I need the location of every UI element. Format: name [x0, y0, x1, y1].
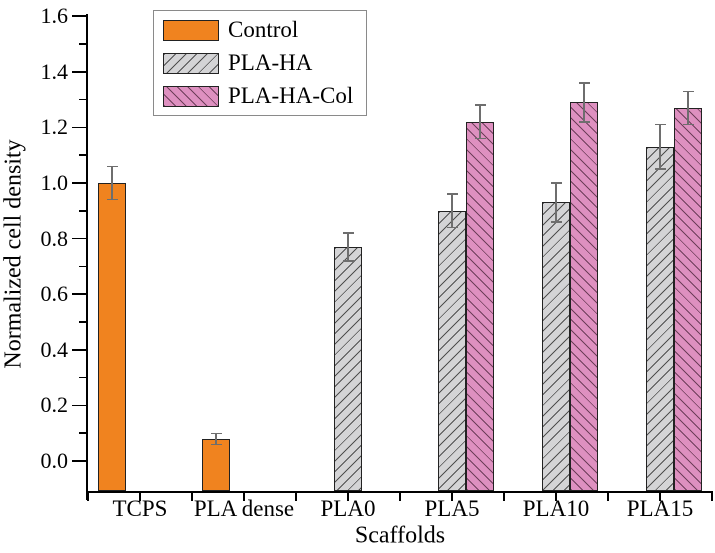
error-bar-cap-bottom-pla-ha-col-pla10	[578, 121, 590, 123]
bar-pla-ha-pla15	[646, 146, 674, 491]
y-major-tick	[72, 460, 86, 462]
error-bar-line-control-tcps	[111, 166, 113, 200]
error-bar-cap-top-pla-ha-pla0	[342, 232, 354, 234]
bar-pla-ha-col-pla10	[570, 102, 598, 491]
error-bar-cap-top-control-tcps	[106, 165, 118, 168]
y-major-tick	[72, 70, 86, 73]
legend-label-pla-ha: PLA-HA	[228, 50, 313, 75]
y-tick-label: 1.6	[40, 3, 69, 29]
error-bar-line-pla-ha-pla10	[555, 183, 557, 222]
error-bar-line-pla-ha-pla5	[451, 194, 453, 228]
x-tick-label: PLA dense	[193, 496, 295, 521]
error-bar-cap-bottom-pla-ha-pla0	[342, 260, 354, 262]
x-tick-label: PLA5	[424, 496, 480, 521]
y-major-tick	[72, 126, 86, 129]
bar-pla-ha-col-pla5	[466, 121, 494, 491]
y-axis-title: Normalized cell density	[0, 139, 27, 369]
error-bar-line-pla-ha-col-pla5	[479, 105, 481, 139]
x-tick	[191, 493, 193, 501]
legend-swatch-pla-ha-col	[163, 85, 219, 107]
bar-pla-ha-pla5	[438, 210, 466, 491]
error-bar-cap-bottom-pla-ha-pla5	[446, 226, 458, 229]
bar-pla-ha-col-pla15	[674, 107, 702, 491]
x-tick	[607, 493, 609, 501]
x-tick	[243, 493, 245, 501]
error-bar-line-pla-ha-pla15	[659, 124, 661, 170]
y-major-tick	[72, 348, 86, 351]
bar-control-tcps	[98, 183, 126, 491]
error-bar-cap-top-pla-ha-pla5	[446, 193, 458, 195]
x-tick	[139, 493, 141, 501]
error-bar-cap-bottom-pla-ha-pla15	[654, 168, 666, 170]
y-major-tick	[72, 237, 86, 240]
y-major-tick	[72, 293, 86, 296]
x-tick	[347, 493, 349, 501]
legend-label-control: Control	[228, 17, 299, 42]
y-tick-label: 0.8	[40, 225, 69, 251]
y-axis-line	[86, 14, 88, 500]
y-major-tick	[72, 404, 86, 407]
error-bar-cap-bottom-pla-ha-col-pla15	[682, 123, 694, 126]
y-tick-label: 0.0	[40, 448, 69, 473]
x-tick	[451, 493, 453, 501]
legend-swatch-pla-ha	[163, 52, 219, 74]
x-tick	[555, 493, 557, 501]
y-tick-label: 0.2	[40, 392, 69, 418]
legend-item-pla-ha: PLA-HA	[163, 51, 357, 75]
error-bar-line-pla-ha-col-pla10	[583, 82, 585, 122]
x-tick	[399, 493, 401, 501]
bar-pla-ha-pla10	[542, 202, 570, 491]
bar-pla-ha-pla0	[334, 246, 362, 491]
error-bar-line-pla-ha-col-pla15	[687, 91, 689, 125]
y-minor-tick	[79, 376, 86, 379]
y-tick-label: 0.4	[40, 336, 69, 362]
legend-item-control: Control	[163, 18, 357, 42]
y-tick-label: 1.0	[40, 170, 69, 195]
x-tick-label: TCPS	[112, 496, 168, 521]
x-tick	[87, 493, 89, 501]
y-major-tick	[72, 15, 86, 18]
error-bar-cap-top-pla-ha-pla10	[550, 182, 562, 184]
x-tick	[659, 493, 661, 501]
x-tick-label: PLA0	[320, 496, 376, 521]
bar-control-pla-dense	[202, 438, 230, 491]
error-bar-cap-top-control-pla-dense	[210, 432, 222, 434]
legend-item-pla-ha-col: PLA-HA-Col	[163, 84, 357, 108]
x-tick-label: PLA15	[626, 496, 694, 521]
y-tick-label: 1.2	[40, 114, 69, 140]
error-bar-cap-bottom-control-pla-dense	[210, 443, 222, 446]
error-bar-line-control-pla-dense	[215, 433, 217, 445]
error-bar-cap-top-pla-ha-col-pla15	[682, 90, 694, 93]
x-axis-line	[86, 491, 713, 493]
x-tick	[711, 493, 713, 501]
y-tick-label: 1.4	[40, 58, 69, 84]
y-minor-tick	[79, 43, 86, 45]
y-minor-tick	[79, 210, 86, 212]
error-bar-line-pla-ha-pla0	[347, 233, 349, 261]
error-bar-cap-bottom-pla-ha-pla10	[550, 221, 562, 223]
x-tick	[295, 493, 297, 501]
y-minor-tick	[79, 98, 86, 101]
legend-swatch-control	[163, 19, 219, 41]
error-bar-cap-top-pla-ha-col-pla10	[578, 82, 590, 84]
x-tick	[503, 493, 505, 501]
y-minor-tick	[79, 265, 86, 268]
error-bar-cap-top-pla-ha-pla15	[654, 123, 666, 126]
y-minor-tick	[79, 321, 86, 323]
legend-label-pla-ha-col: PLA-HA-Col	[228, 83, 354, 108]
y-minor-tick	[79, 432, 86, 434]
error-bar-cap-bottom-pla-ha-col-pla5	[474, 137, 486, 140]
legend: Control PLA-HA PLA-HA-Col	[153, 10, 367, 116]
y-minor-tick	[79, 154, 86, 156]
x-axis-title: Scaffolds	[354, 522, 446, 549]
error-bar-cap-top-pla-ha-col-pla5	[474, 104, 486, 106]
y-major-tick	[72, 182, 86, 184]
x-tick-label: PLA10	[522, 496, 590, 521]
error-bar-cap-bottom-control-tcps	[106, 198, 118, 201]
y-tick-label: 0.6	[40, 281, 69, 307]
